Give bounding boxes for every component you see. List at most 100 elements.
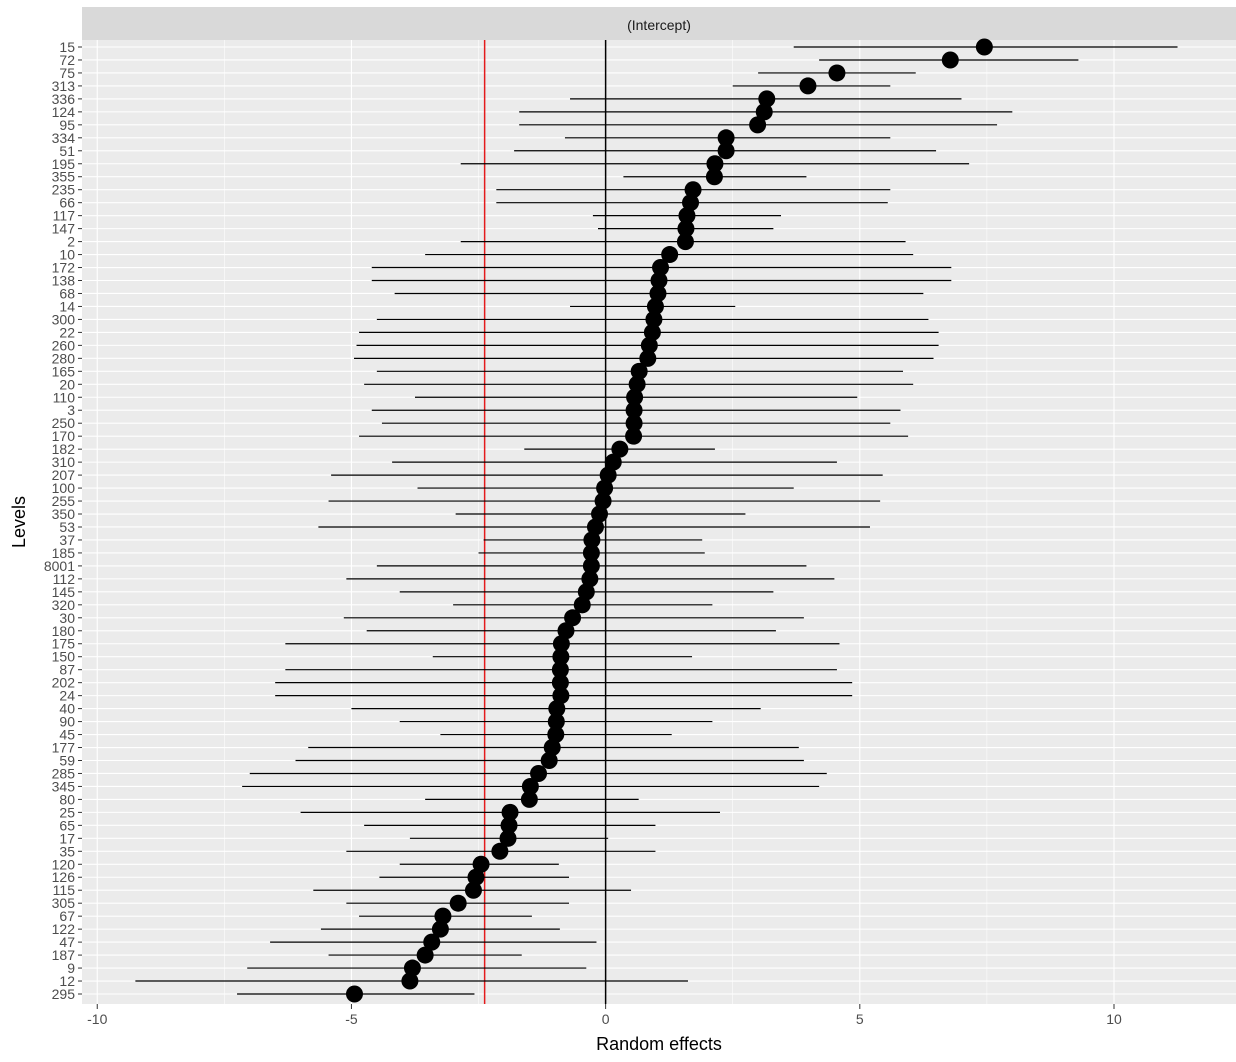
point-300 <box>645 310 663 328</box>
panel-background <box>82 40 1236 1004</box>
point-59 <box>540 751 558 769</box>
point-2 <box>676 233 694 251</box>
point-280 <box>639 349 657 367</box>
point-150 <box>552 648 570 666</box>
y-tick-label-75: 75 <box>59 65 75 81</box>
y-tick-label-35: 35 <box>59 843 75 859</box>
y-tick-label-305: 305 <box>52 895 76 911</box>
y-tick-label-255: 255 <box>52 493 76 509</box>
point-30 <box>564 609 582 627</box>
point-51 <box>717 142 735 160</box>
point-180 <box>557 622 575 640</box>
point-112 <box>581 570 599 588</box>
y-tick-label-182: 182 <box>52 441 76 457</box>
y-tick-label-68: 68 <box>59 285 75 301</box>
point-235 <box>684 181 702 199</box>
x-axis-title: Random effects <box>596 1034 722 1054</box>
y-tick-label-112: 112 <box>53 571 76 587</box>
point-20 <box>628 375 646 393</box>
point-124 <box>755 103 773 121</box>
point-87 <box>551 661 569 679</box>
y-tick-label-334: 334 <box>52 130 76 146</box>
point-295 <box>345 985 363 1003</box>
x-tick-label: 10 <box>1106 1011 1122 1027</box>
point-115 <box>464 881 482 899</box>
point-120 <box>472 855 490 873</box>
point-250 <box>625 414 643 432</box>
point-90 <box>547 713 565 731</box>
point-255 <box>594 492 612 510</box>
point-53 <box>586 518 604 536</box>
y-tick-label-8001: 8001 <box>44 558 75 574</box>
point-9 <box>403 959 421 977</box>
y-tick-label-150: 150 <box>52 649 76 665</box>
point-95 <box>749 116 767 134</box>
y-tick-label-350: 350 <box>52 506 76 522</box>
y-tick-label-115: 115 <box>53 882 76 898</box>
point-14 <box>646 297 664 315</box>
y-axis-title: Levels <box>9 496 29 548</box>
point-100 <box>596 479 614 497</box>
y-tick-label-2: 2 <box>67 234 75 250</box>
point-305 <box>449 894 467 912</box>
point-37 <box>583 531 601 549</box>
y-tick-label-65: 65 <box>59 817 75 833</box>
y-tick-label-47: 47 <box>59 934 75 950</box>
point-187 <box>416 946 434 964</box>
point-165 <box>630 362 648 380</box>
point-117 <box>678 207 696 225</box>
point-17 <box>499 829 517 847</box>
point-202 <box>551 674 569 692</box>
y-tick-label-320: 320 <box>52 597 76 613</box>
y-tick-label-126: 126 <box>52 869 76 885</box>
point-334 <box>717 129 735 147</box>
y-tick-label-260: 260 <box>52 337 76 353</box>
y-tick-label-30: 30 <box>59 610 75 626</box>
x-tick-label: 5 <box>856 1011 864 1027</box>
y-tick-label-185: 185 <box>52 545 76 561</box>
y-tick-label-280: 280 <box>52 350 76 366</box>
point-185 <box>582 544 600 562</box>
y-tick-label-180: 180 <box>52 623 76 639</box>
y-tick-label-3: 3 <box>67 402 75 418</box>
y-tick-label-14: 14 <box>59 298 75 314</box>
point-12 <box>401 972 419 990</box>
point-122 <box>431 920 449 938</box>
y-tick-label-313: 313 <box>52 78 76 94</box>
point-310 <box>604 453 622 471</box>
y-tick-label-187: 187 <box>52 947 76 963</box>
y-tick-label-202: 202 <box>52 675 76 691</box>
point-207 <box>599 466 617 484</box>
y-tick-label-355: 355 <box>52 169 76 185</box>
y-tick-label-100: 100 <box>52 480 76 496</box>
point-80 <box>520 790 538 808</box>
point-15 <box>975 38 993 56</box>
point-195 <box>706 155 724 173</box>
point-24 <box>552 687 570 705</box>
x-tick-label: -10 <box>87 1011 107 1027</box>
point-75 <box>828 64 846 82</box>
y-tick-label-120: 120 <box>52 856 76 872</box>
y-tick-label-207: 207 <box>52 467 76 483</box>
x-tick-label: 0 <box>602 1011 610 1027</box>
point-285 <box>530 764 548 782</box>
y-tick-label-51: 51 <box>59 143 75 159</box>
y-tick-label-122: 122 <box>52 921 76 937</box>
facet-strip <box>82 7 1236 40</box>
point-47 <box>423 933 441 951</box>
y-tick-label-310: 310 <box>52 454 76 470</box>
y-tick-label-177: 177 <box>52 740 76 756</box>
point-177 <box>543 739 561 757</box>
y-tick-label-336: 336 <box>52 91 76 107</box>
y-tick-label-45: 45 <box>59 727 75 743</box>
y-tick-label-145: 145 <box>52 584 76 600</box>
y-tick-label-285: 285 <box>52 765 76 781</box>
point-110 <box>626 388 644 406</box>
point-175 <box>552 635 570 653</box>
point-138 <box>650 272 668 290</box>
point-336 <box>758 90 776 108</box>
point-40 <box>548 700 566 718</box>
point-355 <box>705 168 723 186</box>
